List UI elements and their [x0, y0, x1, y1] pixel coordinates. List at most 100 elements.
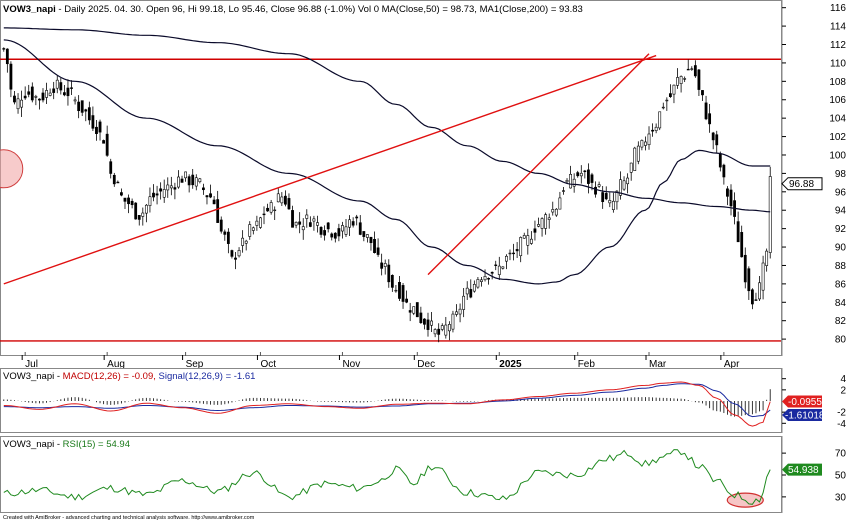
macd-panel-frame: [0, 368, 782, 433]
candle-body: [398, 282, 401, 299]
candle-body: [351, 221, 355, 226]
candle-body: [394, 289, 398, 292]
ma50-line: [3, 39, 771, 285]
macd-value-tag: -0.09552: [782, 395, 828, 408]
candle-body: [248, 224, 252, 237]
macd-line: [3, 381, 771, 427]
candle-body: [48, 92, 52, 96]
candle-body: [365, 234, 369, 238]
rsi-tick-label: 50: [835, 471, 847, 482]
candle-body: [693, 65, 697, 77]
candle-body: [594, 186, 597, 195]
candle-body: [747, 268, 751, 292]
candle-body: [255, 220, 259, 226]
candle-body: [704, 102, 708, 120]
price-tick-label: 102: [829, 132, 846, 143]
candle-body: [572, 178, 576, 187]
candle-body: [430, 320, 433, 326]
candle-body: [619, 179, 622, 196]
candle-body: [558, 197, 562, 210]
candle-body: [740, 232, 744, 258]
date-tick-label: Mar: [649, 359, 667, 370]
candle-body: [576, 172, 580, 177]
candle-body: [62, 92, 66, 96]
candle-body: [633, 147, 637, 171]
candle-body: [323, 230, 327, 236]
candle-body: [369, 236, 373, 244]
macd-tick-label: 2: [840, 385, 846, 396]
candle-body: [237, 250, 241, 257]
price-tick-label: 98: [835, 169, 847, 180]
candle-body: [758, 282, 761, 300]
price-tick-label: 82: [835, 316, 847, 327]
candle-body: [319, 227, 323, 235]
candle-body: [234, 257, 237, 260]
candle-body: [658, 111, 662, 129]
highlight-circle: [0, 149, 24, 189]
candle-body: [116, 181, 120, 184]
candle-body: [743, 254, 747, 283]
price-panel-title: VOW3_napi - Daily 2025. 04. 30. Open 96,…: [3, 4, 583, 15]
candle-body: [230, 250, 234, 257]
candle-body: [529, 238, 533, 244]
candle-body: [722, 164, 726, 178]
last-close-label: 96.88: [789, 179, 814, 190]
date-tick-label: Dec: [417, 359, 435, 370]
date-tick-label: Sep: [186, 359, 204, 370]
candle-body: [66, 87, 70, 97]
candle-body: [708, 113, 712, 125]
candle-body: [259, 217, 262, 228]
candle-body: [690, 68, 694, 70]
trendline: [427, 53, 650, 276]
candle-body: [166, 184, 170, 191]
candle-body: [601, 192, 605, 203]
candle-body: [383, 263, 387, 267]
candle-body: [472, 284, 476, 292]
candle-body: [283, 195, 287, 205]
date-tick-label: Nov: [342, 359, 360, 370]
candle-body: [551, 209, 555, 213]
candle-body: [497, 265, 501, 275]
candle-body: [597, 184, 601, 187]
rsi-axis: 30 50 70: [781, 436, 847, 513]
macd-panel-title: VOW3_napi - MACD(12,26) = -0.09, Signal(…: [3, 371, 255, 382]
candle-body: [305, 214, 309, 219]
horizontal-levels: [0, 58, 781, 342]
candle-body: [522, 235, 526, 239]
rsi-tick-label: 70: [835, 449, 847, 460]
candle-body: [661, 106, 665, 109]
candle-body: [462, 295, 466, 310]
candle-body: [173, 187, 177, 190]
candle-body: [415, 302, 419, 318]
candle-body: [679, 76, 683, 84]
candle-body: [198, 178, 202, 183]
candle-body: [205, 195, 209, 198]
candle-body: [355, 216, 359, 219]
candle-body: [676, 77, 679, 86]
candle-body: [515, 249, 519, 252]
candle-body: [750, 289, 754, 305]
date-tick-label: 2025: [499, 359, 522, 370]
price-tick-label: 114: [830, 22, 846, 33]
candle-body: [20, 99, 24, 108]
candle-body: [223, 231, 227, 235]
rsi-value-tag: 54.938: [782, 463, 822, 476]
candle-body: [686, 68, 690, 71]
candle-body: [526, 235, 530, 246]
signal-value-tag: -1.61018: [782, 408, 825, 421]
candle-body: [547, 217, 551, 220]
trendline: [3, 54, 657, 285]
macd-panel: -4-2 24 -0.09552 -1.61018 VOW3_napi - MAC…: [0, 368, 846, 433]
rsi-panel-title: VOW3_napi - RSI(15) = 54.94: [3, 439, 130, 450]
candle-body: [333, 232, 337, 239]
candle-body: [508, 252, 512, 255]
candle-body: [344, 226, 348, 235]
candle-body: [209, 193, 212, 198]
candle-body: [219, 219, 223, 232]
candle-body: [341, 225, 344, 232]
candle-body: [615, 190, 619, 203]
rsi-line: [3, 449, 771, 505]
price-tick-label: 86: [835, 279, 847, 290]
price-axis: 80 82 84 86 88 90 92 94 96 98 100 102 104 106 108 110 11…: [781, 0, 847, 356]
macd-tick-label: -2: [837, 408, 846, 419]
